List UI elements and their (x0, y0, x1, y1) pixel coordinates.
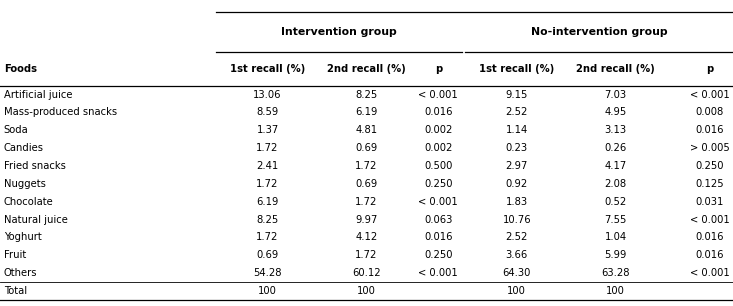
Text: 1.72: 1.72 (257, 179, 279, 189)
Text: 1.72: 1.72 (356, 161, 377, 171)
Text: Fried snacks: Fried snacks (4, 161, 65, 171)
Text: 0.016: 0.016 (696, 125, 723, 135)
Text: 0.016: 0.016 (424, 107, 452, 118)
Text: 60.12: 60.12 (352, 268, 381, 278)
Text: 0.002: 0.002 (424, 143, 452, 153)
Text: 0.69: 0.69 (257, 250, 279, 260)
Text: < 0.001: < 0.001 (690, 268, 729, 278)
Text: 54.28: 54.28 (254, 268, 281, 278)
Text: Candies: Candies (4, 143, 44, 153)
Text: 8.25: 8.25 (257, 215, 279, 225)
Text: Mass-produced snacks: Mass-produced snacks (4, 107, 117, 118)
Text: 2.52: 2.52 (506, 107, 528, 118)
Text: 100: 100 (606, 286, 625, 296)
Text: 64.30: 64.30 (503, 268, 531, 278)
Text: 0.52: 0.52 (605, 197, 627, 207)
Text: 0.23: 0.23 (506, 143, 528, 153)
Text: 1.83: 1.83 (506, 197, 528, 207)
Text: Artificial juice: Artificial juice (4, 90, 72, 100)
Text: 1.72: 1.72 (356, 250, 377, 260)
Text: 2.08: 2.08 (605, 179, 627, 189)
Text: 0.250: 0.250 (424, 250, 452, 260)
Text: 0.92: 0.92 (506, 179, 528, 189)
Text: 0.69: 0.69 (356, 179, 377, 189)
Text: Natural juice: Natural juice (4, 215, 67, 225)
Text: 8.25: 8.25 (356, 90, 377, 100)
Text: 7.03: 7.03 (605, 90, 627, 100)
Text: 2.41: 2.41 (257, 161, 279, 171)
Text: 4.81: 4.81 (356, 125, 377, 135)
Text: 0.500: 0.500 (424, 161, 452, 171)
Text: 6.19: 6.19 (257, 197, 279, 207)
Text: 9.97: 9.97 (356, 215, 377, 225)
Text: Foods: Foods (4, 64, 37, 74)
Text: 2nd recall (%): 2nd recall (%) (576, 64, 655, 74)
Text: 10.76: 10.76 (502, 215, 531, 225)
Text: Intervention group: Intervention group (281, 27, 397, 37)
Text: 1st recall (%): 1st recall (%) (230, 64, 305, 74)
Text: 1.14: 1.14 (506, 125, 528, 135)
Text: 0.063: 0.063 (424, 215, 452, 225)
Text: 0.250: 0.250 (696, 161, 723, 171)
Text: Total: Total (4, 286, 27, 296)
Text: Others: Others (4, 268, 37, 278)
Text: Fruit: Fruit (4, 250, 26, 260)
Text: 0.26: 0.26 (605, 143, 627, 153)
Text: 1.72: 1.72 (257, 232, 279, 242)
Text: 3.13: 3.13 (605, 125, 627, 135)
Text: 63.28: 63.28 (602, 268, 630, 278)
Text: 100: 100 (507, 286, 526, 296)
Text: p: p (435, 64, 442, 74)
Text: < 0.001: < 0.001 (419, 90, 458, 100)
Text: 0.008: 0.008 (696, 107, 723, 118)
Text: 0.016: 0.016 (696, 250, 723, 260)
Text: 1.04: 1.04 (605, 232, 627, 242)
Text: Soda: Soda (4, 125, 29, 135)
Text: 0.016: 0.016 (696, 232, 723, 242)
Text: 1.37: 1.37 (257, 125, 279, 135)
Text: 1st recall (%): 1st recall (%) (479, 64, 554, 74)
Text: < 0.001: < 0.001 (690, 215, 729, 225)
Text: 0.125: 0.125 (695, 179, 724, 189)
Text: 4.12: 4.12 (356, 232, 377, 242)
Text: < 0.001: < 0.001 (419, 197, 458, 207)
Text: 100: 100 (357, 286, 376, 296)
Text: 2.97: 2.97 (506, 161, 528, 171)
Text: 1.72: 1.72 (257, 143, 279, 153)
Text: Nuggets: Nuggets (4, 179, 45, 189)
Text: No-intervention group: No-intervention group (531, 27, 668, 37)
Text: 100: 100 (258, 286, 277, 296)
Text: 0.002: 0.002 (424, 125, 452, 135)
Text: p: p (706, 64, 713, 74)
Text: 2.52: 2.52 (506, 232, 528, 242)
Text: 8.59: 8.59 (257, 107, 279, 118)
Text: 0.250: 0.250 (424, 179, 452, 189)
Text: Yoghurt: Yoghurt (4, 232, 42, 242)
Text: > 0.005: > 0.005 (690, 143, 729, 153)
Text: 1.72: 1.72 (356, 197, 377, 207)
Text: < 0.001: < 0.001 (419, 268, 458, 278)
Text: 5.99: 5.99 (605, 250, 627, 260)
Text: 2nd recall (%): 2nd recall (%) (327, 64, 406, 74)
Text: 4.95: 4.95 (605, 107, 627, 118)
Text: 0.69: 0.69 (356, 143, 377, 153)
Text: < 0.001: < 0.001 (690, 90, 729, 100)
Text: 0.031: 0.031 (696, 197, 723, 207)
Text: 4.17: 4.17 (605, 161, 627, 171)
Text: Chocolate: Chocolate (4, 197, 54, 207)
Text: 0.016: 0.016 (424, 232, 452, 242)
Text: 9.15: 9.15 (506, 90, 528, 100)
Text: 6.19: 6.19 (356, 107, 377, 118)
Text: 3.66: 3.66 (506, 250, 528, 260)
Text: 7.55: 7.55 (605, 215, 627, 225)
Text: 13.06: 13.06 (254, 90, 281, 100)
